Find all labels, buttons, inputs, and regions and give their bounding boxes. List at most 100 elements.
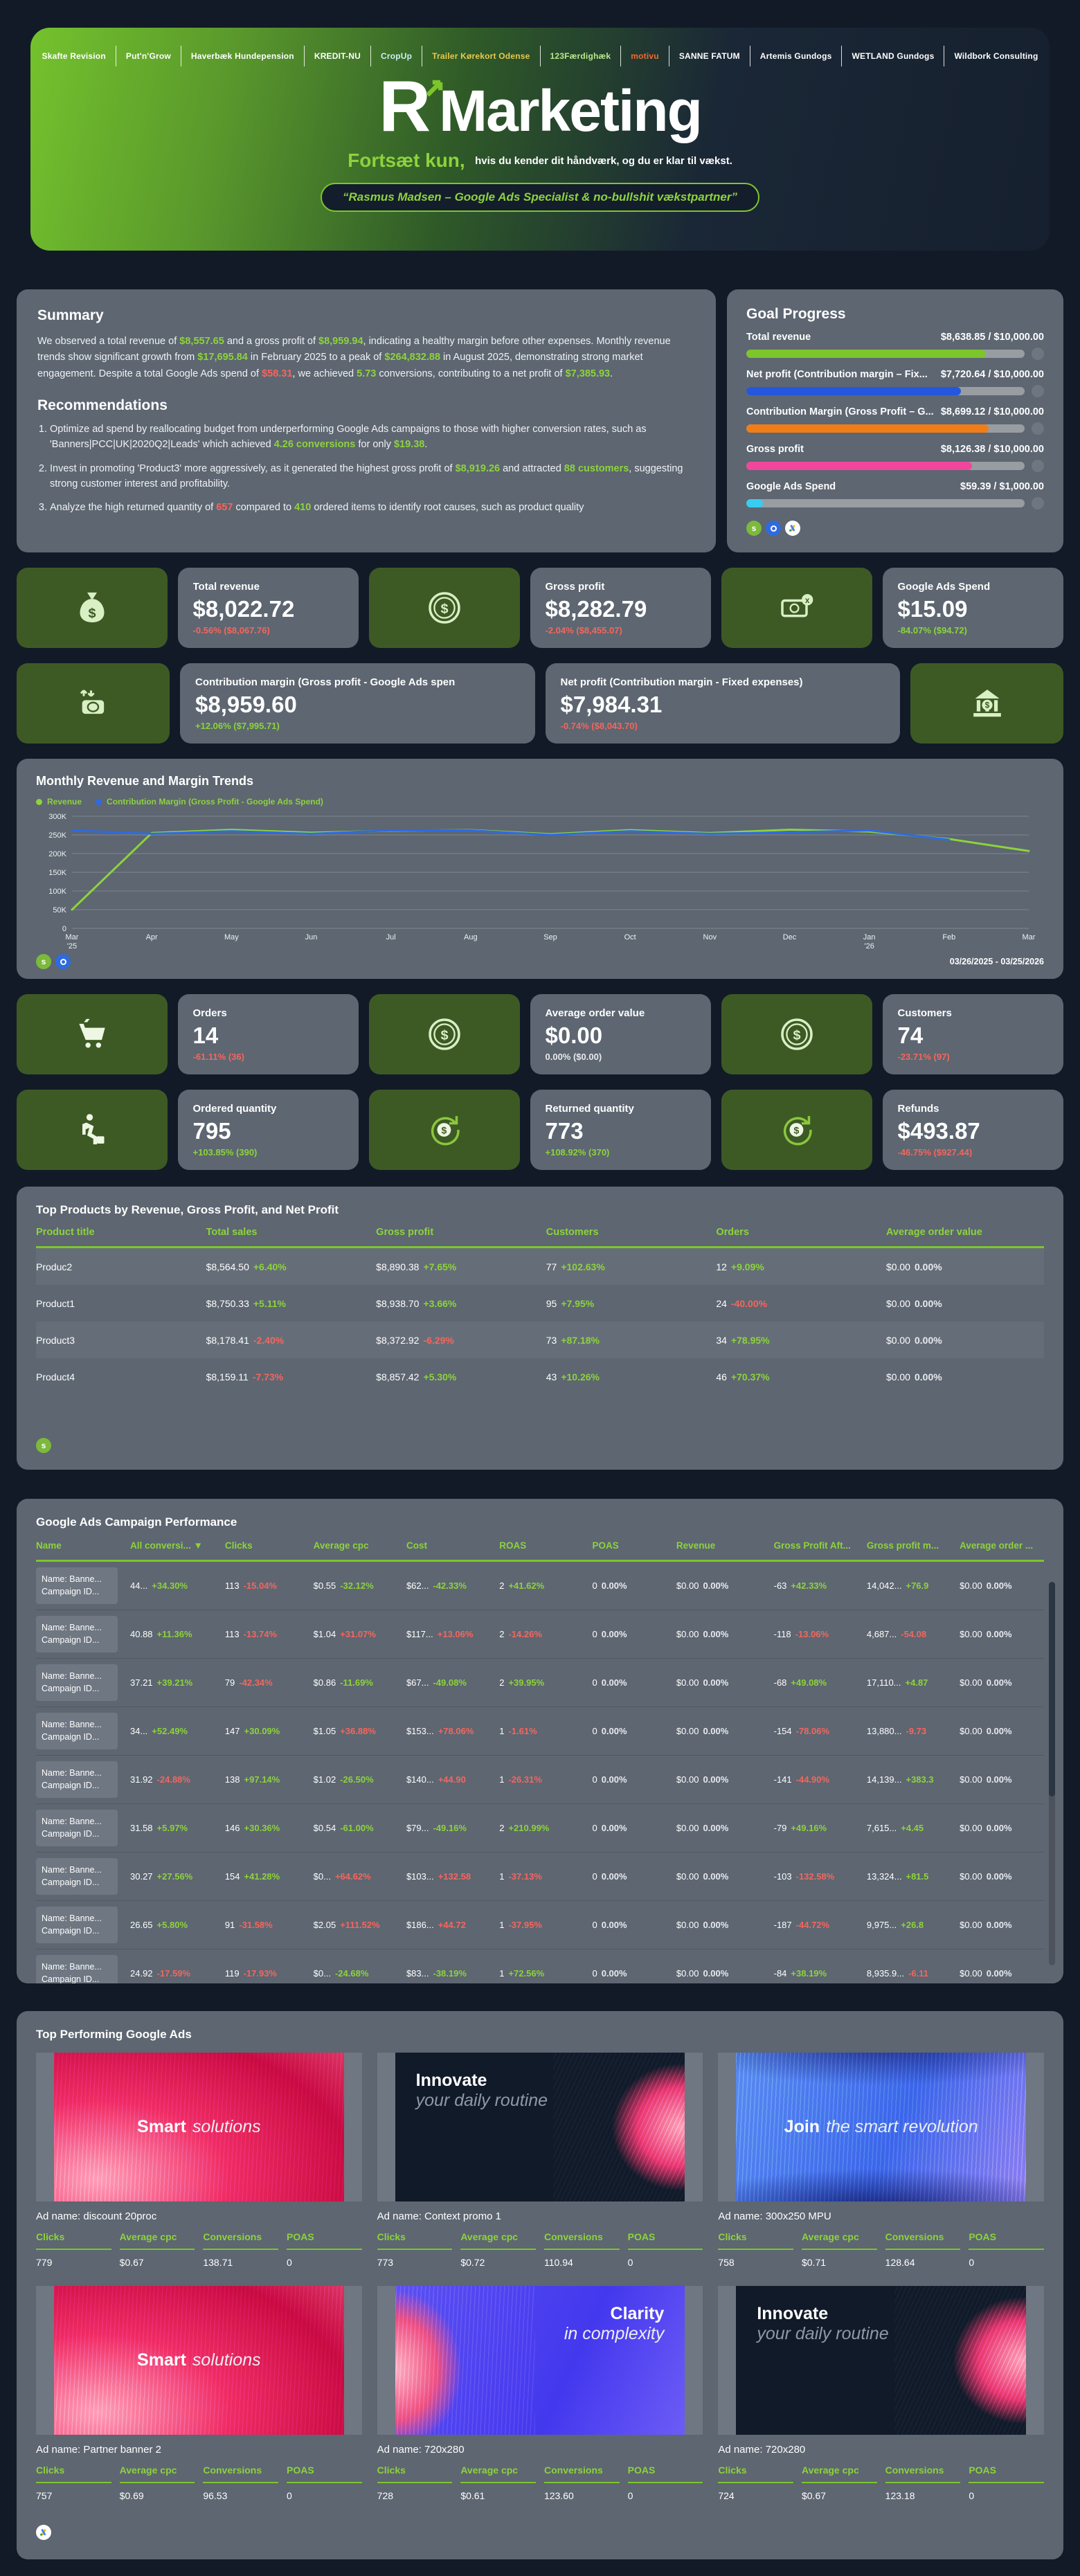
campaign-column-header[interactable]: Name (36, 1540, 62, 1551)
cell-value: 0 (592, 1968, 597, 1979)
partner-logo[interactable]: Wildbork Consulting (954, 51, 1038, 61)
partner-logo[interactable]: SANNE FATUM (678, 51, 740, 61)
goal-progress-track (746, 350, 1025, 358)
cell-value: 37.21 (130, 1677, 153, 1688)
svg-text:Nov: Nov (703, 933, 717, 942)
partner-logo[interactable]: KREDIT-NU (314, 51, 361, 61)
campaign-cell: $0.00 0.00% (676, 1774, 770, 1785)
cell-value: $0.00 (960, 1629, 982, 1639)
campaign-column-header[interactable]: Average order ... (960, 1540, 1034, 1551)
partner-logo[interactable]: motivu (631, 51, 659, 61)
cell-value: 79 (224, 1677, 235, 1688)
ad-metric-label: POAS (286, 2465, 362, 2483)
ad-metric-label: Average cpc (119, 2231, 195, 2250)
ad-metric: Conversions 123.60 (543, 2465, 620, 2501)
kpi-card: Contribution margin (Gross profit - Goog… (180, 663, 535, 744)
partner-logo[interactable]: Skafte Revision (42, 51, 106, 61)
goal-item: Contribution Margin (Gross Profit – G...… (746, 406, 1044, 435)
products-column-header[interactable]: Gross profit (376, 1227, 434, 1238)
partner-logo[interactable]: Haverbæk Hundepension (190, 51, 294, 61)
campaign-column-header[interactable]: Gross profit m... (866, 1540, 939, 1551)
ad-metric-value: 123.60 (543, 2490, 574, 2501)
campaign-column-header[interactable]: POAS (592, 1540, 619, 1551)
ad-metric-label: Average cpc (801, 2231, 877, 2250)
cell-delta: +7.95% (561, 1297, 595, 1309)
product-cell: $8,938.70 +3.66% (376, 1287, 546, 1320)
cell-value: $8,750.33 (206, 1297, 249, 1309)
cell-value: -79 (773, 1823, 787, 1833)
cell-value: 4,687... (866, 1629, 897, 1639)
text-fragment: compared to (233, 502, 295, 514)
ad-metric: Average cpc $0.71 (801, 2231, 877, 2268)
campaign-row: Name: Banne... Campaign ID... 26.65 +5.80% 9… (36, 1901, 1044, 1949)
ad-image[interactable]: Join the smart revolution (718, 2053, 1044, 2201)
product-cell: $0.00 0.00% (886, 1287, 1044, 1320)
campaign-cell: 0 0.00% (592, 1629, 672, 1639)
cell-delta: +9.09% (730, 1261, 764, 1272)
svg-text:300K: 300K (48, 813, 66, 821)
campaign-cell: -154 -78.06% (774, 1726, 863, 1736)
cell-value: 26.65 (130, 1920, 153, 1930)
ad-metric-label: Average cpc (801, 2465, 877, 2483)
ad-image[interactable]: Smart solutions (36, 2053, 362, 2201)
partner-logo[interactable]: Artemis Gundogs (759, 51, 832, 61)
scrollbar-thumb[interactable] (1049, 1582, 1055, 1797)
cell-value: 119 (224, 1968, 240, 1979)
campaign-cell: $0.00 0.00% (676, 1968, 770, 1979)
ad-image[interactable]: Clarity in complexity (377, 2286, 703, 2435)
campaign-cell: $0.00 0.00% (676, 1677, 770, 1688)
cell-value: 31.58 (130, 1823, 153, 1833)
svg-text:Dec: Dec (783, 933, 797, 942)
partner-logo[interactable]: Put'n'Grow (125, 51, 171, 61)
summary-title: Summary (37, 307, 104, 323)
cell-value: $0.54 (313, 1823, 336, 1833)
campaign-cell: $140... +44.90 (406, 1774, 495, 1785)
partner-logo[interactable]: 123Færdighæk (550, 51, 611, 61)
text-fragment: 657 (216, 502, 233, 514)
vertical-scrollbar[interactable] (1049, 1582, 1055, 1965)
ad-metric-label: POAS (627, 2231, 703, 2250)
products-column-header[interactable]: Average order value (885, 1227, 982, 1238)
legend-item[interactable]: Revenue (36, 797, 82, 807)
campaign-cell: 2 -14.26% (499, 1629, 588, 1639)
campaign-cell: $1.02 -26.50% (314, 1774, 402, 1785)
product-cell: 77 +102.63% (546, 1250, 717, 1284)
text-fragment: for only (355, 439, 394, 451)
products-column-header[interactable]: Customers (546, 1227, 599, 1238)
cell-value: -103 (773, 1871, 792, 1882)
campaign-column-header[interactable]: Cost (406, 1540, 427, 1551)
product-title: Product4 (36, 1371, 75, 1382)
ad-metric-value: 138.71 (203, 2257, 233, 2268)
products-column-header[interactable]: Total sales (206, 1227, 258, 1238)
partner-logo[interactable]: CropUp (380, 51, 413, 61)
ad-image[interactable]: Smart solutions (36, 2286, 362, 2435)
campaign-name: Name: Banne... Campaign ID... (36, 1761, 118, 1798)
products-column-header[interactable]: Orders (716, 1227, 749, 1238)
cell-delta: +132.58 (438, 1871, 471, 1882)
cell-delta: -2.40% (253, 1334, 285, 1346)
ad-image[interactable]: Innovate your daily routine (718, 2286, 1044, 2435)
campaign-column-header[interactable]: Clicks (224, 1540, 253, 1551)
partner-logo[interactable]: WETLAND Gundogs (852, 51, 935, 61)
ad-image[interactable]: Innovate your daily routine (377, 2053, 703, 2201)
cell-delta: +30.36% (244, 1823, 280, 1833)
cell-delta: +49.08% (791, 1677, 827, 1688)
kpi-card: Gross profit $8,282.79 -2.04% ($8,455.07) (530, 568, 711, 648)
ad-metrics: Clicks 757 Average cpc $0.69 Conversions 96.5… (36, 2465, 362, 2501)
products-column-header[interactable]: Product title (36, 1227, 95, 1238)
campaign-column-header[interactable]: All conversi... ▼ (130, 1540, 203, 1551)
kpi-icon-tile: $ (369, 994, 520, 1074)
campaign-column-header[interactable]: Revenue (676, 1540, 716, 1551)
campaign-column-header[interactable]: ROAS (499, 1540, 527, 1551)
goal-progress-fill (746, 462, 972, 470)
cell-delta: +78.95% (730, 1334, 770, 1346)
ad-headline-italic: solutions (192, 2117, 261, 2136)
campaign-column-header[interactable]: Gross Profit Aft... (773, 1540, 851, 1551)
cell-delta: 0.00% (986, 1968, 1012, 1979)
ads-source-icons (36, 2514, 1044, 2540)
partner-logo[interactable]: Trailer Kørekort Odense (432, 51, 530, 61)
campaign-column-header[interactable]: Average cpc (313, 1540, 369, 1551)
ad-tile: Clarity in complexity Ad name: 720x280 Clic… (377, 2286, 703, 2501)
legend-item[interactable]: Contribution Margin (Gross Profit - Goog… (96, 797, 323, 807)
cell-value: 0 (592, 1580, 597, 1591)
